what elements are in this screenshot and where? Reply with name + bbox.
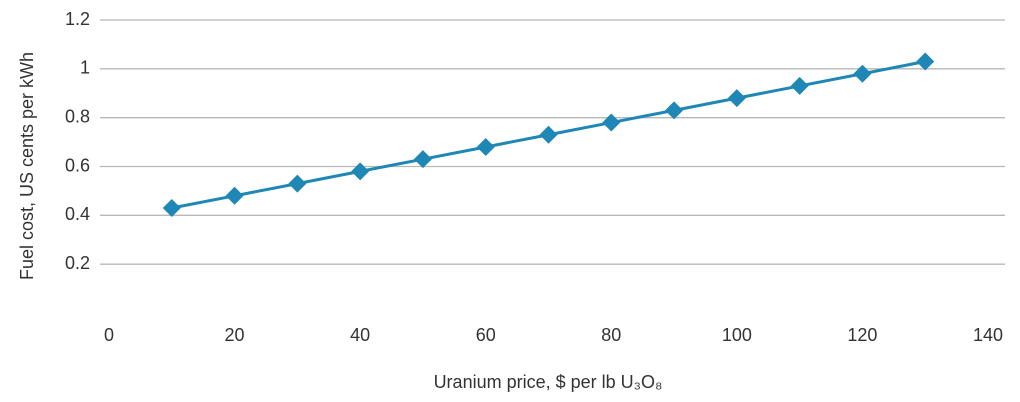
x-tick-label: 0 — [104, 325, 114, 345]
data-point — [351, 162, 370, 181]
data-point — [665, 101, 684, 120]
y-tick-label: 0.8 — [65, 106, 90, 126]
y-tick-label: 0.4 — [65, 204, 90, 224]
data-point — [790, 76, 809, 95]
data-point — [288, 174, 307, 193]
x-tick-label: 80 — [601, 325, 621, 345]
x-tick-label: 100 — [722, 325, 752, 345]
y-tick-label: 1.2 — [65, 9, 90, 29]
x-axis-label: Uranium price, $ per lb U₃O₈ — [434, 372, 663, 392]
data-point — [853, 64, 872, 83]
x-tick-label: 20 — [225, 325, 245, 345]
data-point — [413, 150, 432, 169]
y-axis-label: Fuel cost, US cents per kWh — [17, 52, 37, 280]
x-tick-label: 40 — [350, 325, 370, 345]
data-point — [727, 89, 746, 108]
data-point — [602, 113, 621, 132]
y-tick-label: 1 — [80, 58, 90, 78]
y-tick-label: 0.2 — [65, 253, 90, 273]
x-tick-label: 140 — [973, 325, 1003, 345]
data-point — [162, 199, 181, 218]
data-point — [539, 125, 558, 144]
y-tick-label: 0.6 — [65, 155, 90, 175]
data-point — [476, 137, 495, 156]
x-tick-label: 60 — [476, 325, 496, 345]
data-point — [916, 52, 935, 71]
data-point — [225, 186, 244, 205]
x-tick-label: 120 — [847, 325, 877, 345]
